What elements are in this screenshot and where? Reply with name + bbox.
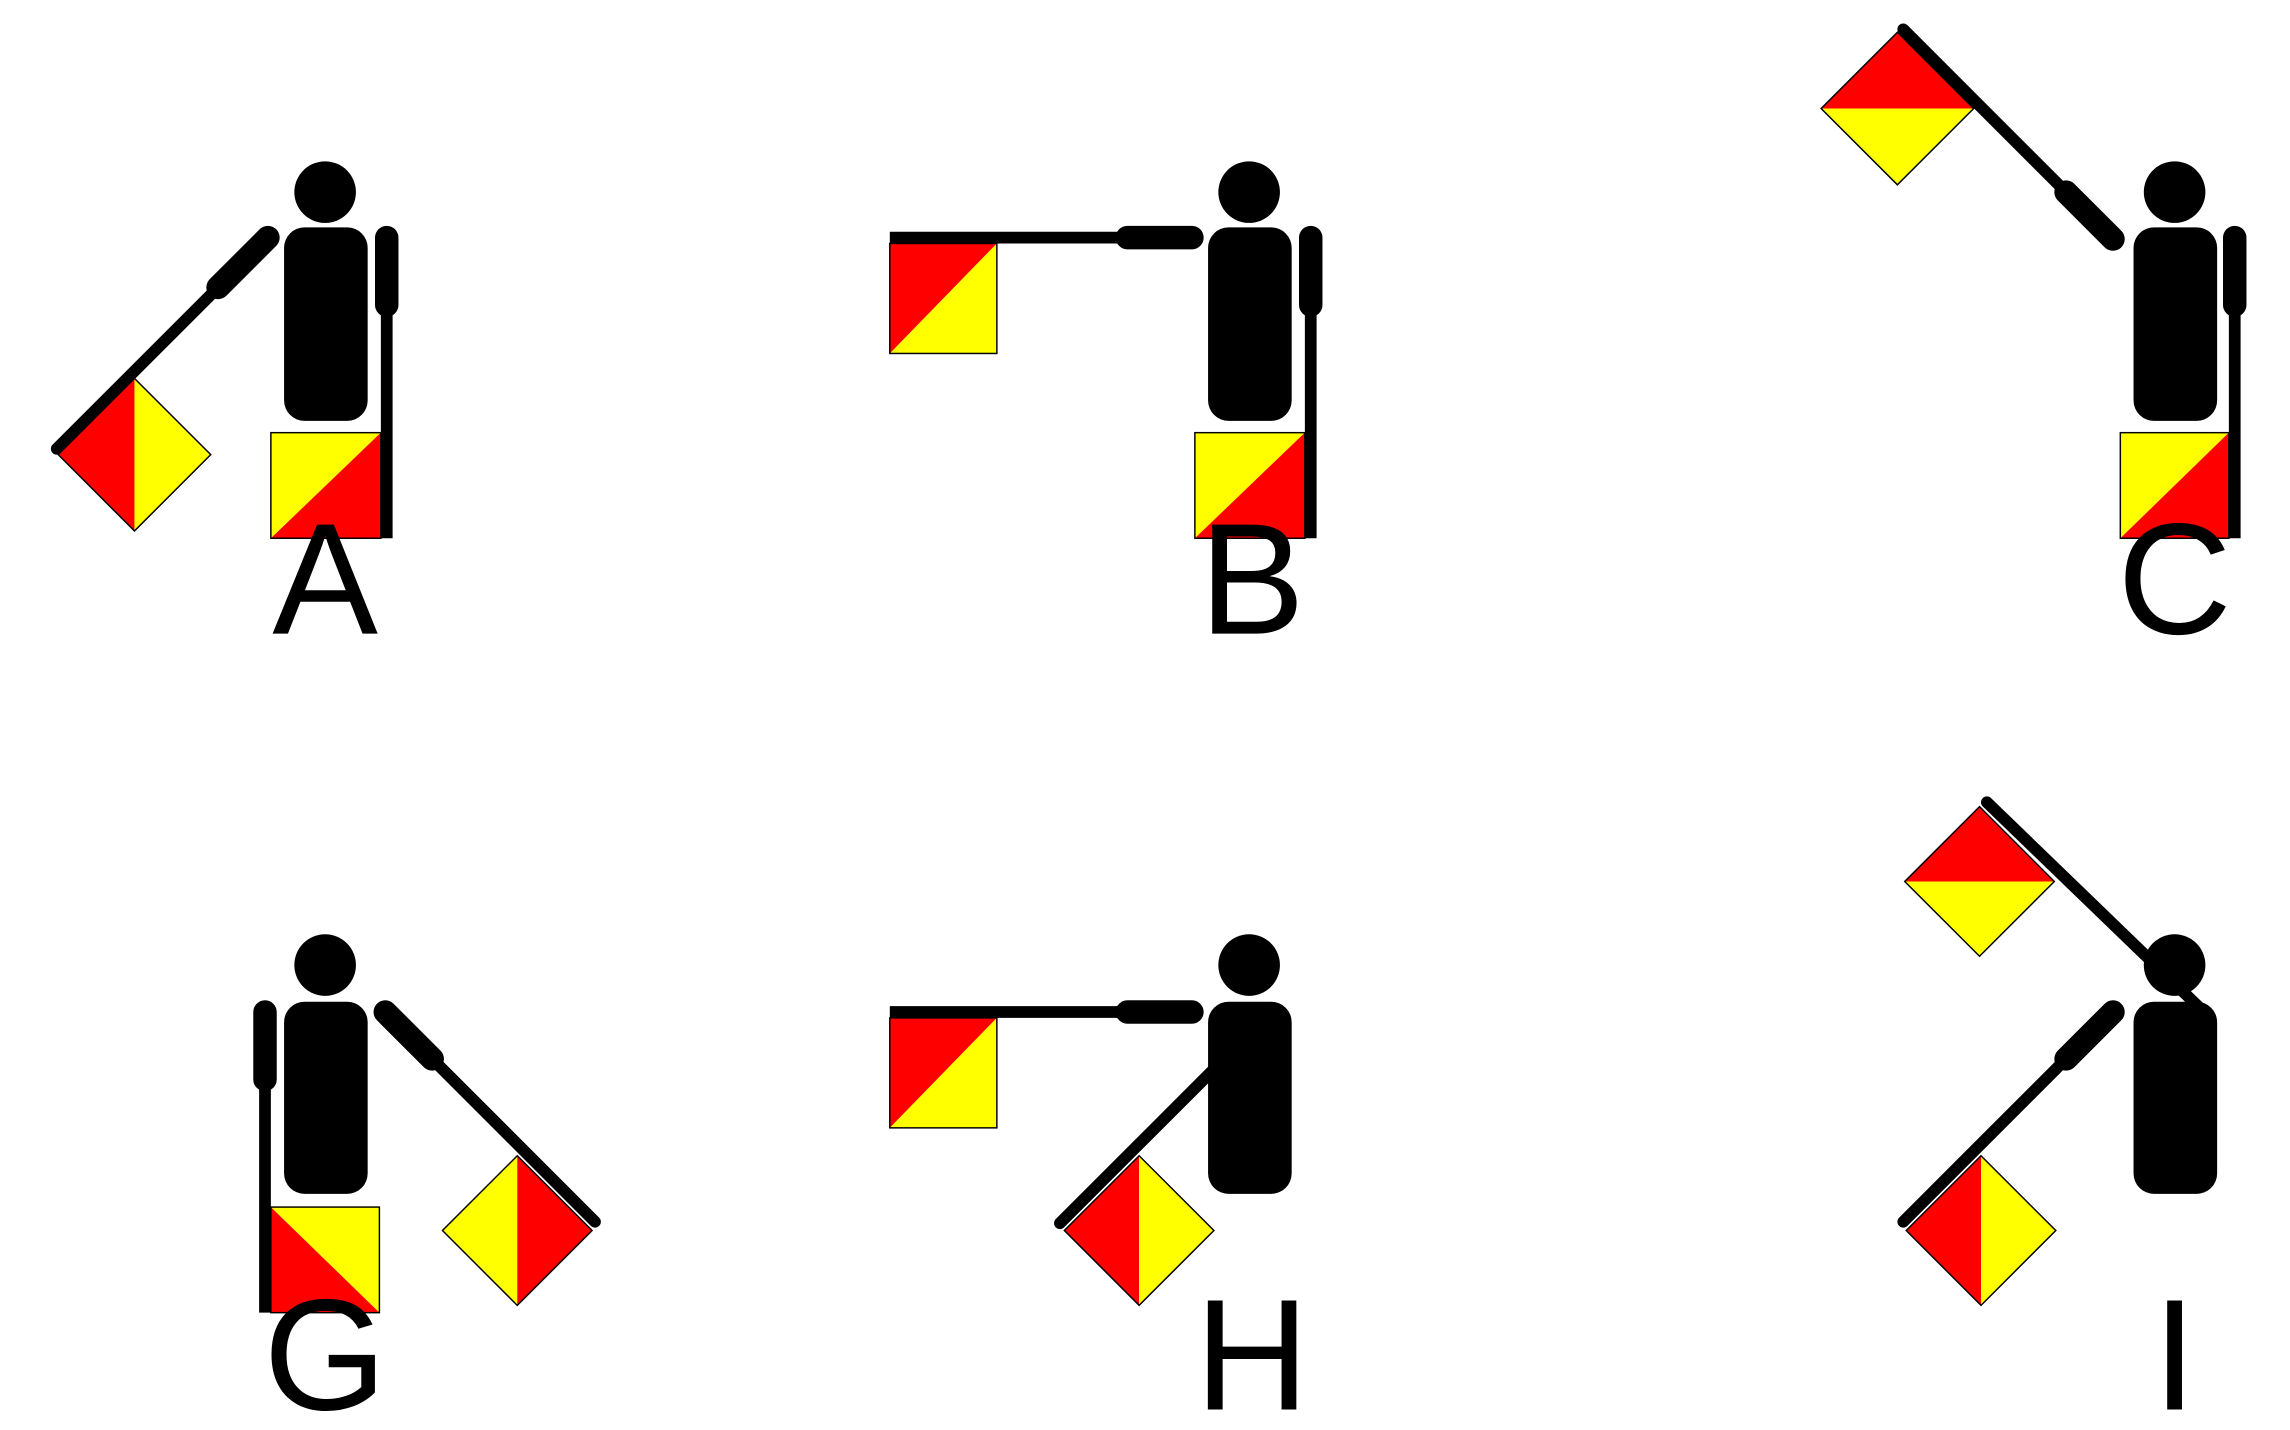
- semaphore-flag-icon: [270, 431, 382, 539]
- signal-a: A: [50, 161, 399, 668]
- semaphore-flag-icon: [270, 1206, 381, 1314]
- signal-letter: G: [264, 1266, 387, 1430]
- signaller-figure-icon: [1208, 161, 1292, 421]
- semaphore-flag-icon: [1903, 805, 2056, 958]
- signal-c: C: [1820, 23, 2247, 668]
- signal-letter: A: [272, 491, 378, 668]
- semaphore-flag-icon: [57, 377, 212, 532]
- signal-g: G: [253, 934, 601, 1430]
- semaphore-flag-icon: [889, 242, 998, 355]
- signal-letter: H: [1195, 1266, 1309, 1430]
- flag-pole-low-left: [1897, 1000, 2125, 1228]
- semaphore-flag-icon: [1194, 431, 1306, 539]
- flag-pole-low-left: [50, 225, 280, 455]
- semaphore-flag-icon: [1063, 1154, 1215, 1307]
- signaller-figure-icon: [284, 161, 368, 421]
- semaphore-flag-icon: [2119, 431, 2230, 539]
- signaller-figure-icon: [2133, 934, 2218, 1194]
- signaller-figure-icon: [2133, 161, 2218, 421]
- signal-b: B: [889, 161, 1323, 668]
- semaphore-flag-icon: [441, 1154, 594, 1307]
- signal-letter: B: [1199, 491, 1305, 668]
- signal-h: H: [889, 934, 1309, 1430]
- semaphore-flag-icon: [1820, 31, 1975, 186]
- semaphore-flag-icon: [889, 1017, 998, 1129]
- signal-letter: C: [2117, 491, 2231, 668]
- semaphore-flag-icon: [1905, 1154, 2057, 1307]
- signal-letter: I: [2153, 1266, 2197, 1430]
- flag-pole-low-right: [373, 1000, 601, 1228]
- signaller-figure-icon: [284, 934, 368, 1194]
- signal-i: I: [1897, 796, 2218, 1430]
- flag-pole-low-left: [1054, 1064, 1219, 1230]
- flag-pole-high-left: [1981, 796, 2207, 1015]
- signaller-figure-icon: [1208, 934, 1292, 1194]
- flag-pole-high-left: [1897, 23, 2125, 251]
